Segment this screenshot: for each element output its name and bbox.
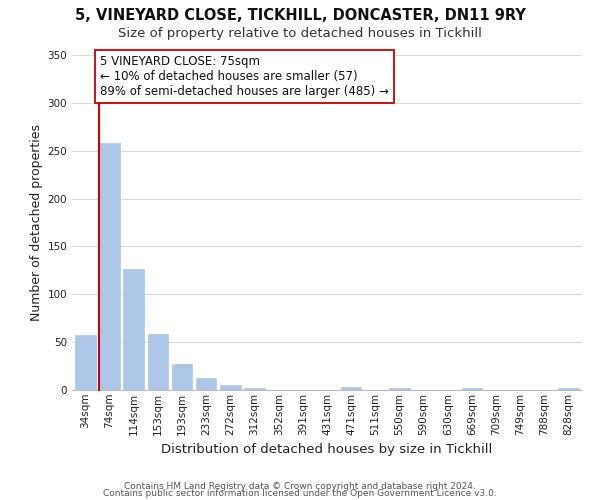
Bar [244, 388, 265, 390]
Bar [462, 388, 482, 390]
Text: 5, VINEYARD CLOSE, TICKHILL, DONCASTER, DN11 9RY: 5, VINEYARD CLOSE, TICKHILL, DONCASTER, … [74, 8, 526, 22]
Bar [99, 143, 120, 390]
Bar [124, 270, 144, 390]
X-axis label: Distribution of detached houses by size in Tickhill: Distribution of detached houses by size … [161, 443, 493, 456]
Bar [220, 385, 241, 390]
Text: Contains HM Land Registry data © Crown copyright and database right 2024.: Contains HM Land Registry data © Crown c… [124, 482, 476, 491]
Text: 5 VINEYARD CLOSE: 75sqm
← 10% of detached houses are smaller (57)
89% of semi-de: 5 VINEYARD CLOSE: 75sqm ← 10% of detache… [100, 55, 389, 98]
Bar [172, 364, 192, 390]
Bar [389, 388, 410, 390]
Bar [75, 336, 95, 390]
Bar [341, 387, 361, 390]
Bar [196, 378, 217, 390]
Bar [148, 334, 168, 390]
Text: Contains public sector information licensed under the Open Government Licence v3: Contains public sector information licen… [103, 489, 497, 498]
Text: Size of property relative to detached houses in Tickhill: Size of property relative to detached ho… [118, 28, 482, 40]
Bar [559, 388, 579, 390]
Y-axis label: Number of detached properties: Number of detached properties [30, 124, 43, 321]
